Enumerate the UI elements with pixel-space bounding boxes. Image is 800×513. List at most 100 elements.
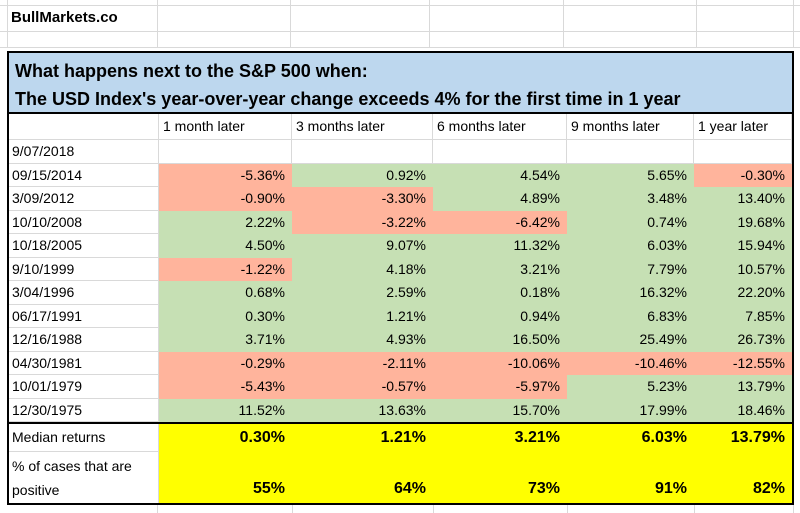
row-date: 3/04/1996 <box>9 281 159 305</box>
return-cell: 1.21% <box>292 304 433 328</box>
return-cell: 13.40% <box>694 187 792 211</box>
return-cell: 16.50% <box>433 328 567 352</box>
return-cell: 3.21% <box>433 257 567 281</box>
percent-positive-value: 55% <box>159 452 292 503</box>
table-row: 3/04/1996 0.68% 2.59% 0.18% 16.32% 22.20% <box>9 281 792 305</box>
percent-positive-row: % of cases that are positive 55% 64% 73%… <box>9 452 792 503</box>
return-cell: 7.79% <box>567 257 694 281</box>
spreadsheet-gridline <box>0 5 800 6</box>
return-cell: 4.54% <box>433 163 567 187</box>
return-cell: 5.23% <box>567 375 694 399</box>
row-date: 04/30/1981 <box>9 351 159 375</box>
return-cell <box>694 140 792 164</box>
return-cell: 26.73% <box>694 328 792 352</box>
spreadsheet-gridline <box>694 505 695 513</box>
return-cell: 0.94% <box>433 304 567 328</box>
return-cell: 0.74% <box>567 210 694 234</box>
column-header-1-month: 1 month later <box>159 114 292 140</box>
return-cell: -5.43% <box>159 375 292 399</box>
table-row: 10/01/1979 -5.43% -0.57% -5.97% 5.23% 13.79% <box>9 375 792 399</box>
percent-positive-value: 64% <box>292 452 433 503</box>
return-cell: -0.90% <box>159 187 292 211</box>
return-cell: 7.85% <box>694 304 792 328</box>
row-date: 9/07/2018 <box>9 140 159 164</box>
median-value: 1.21% <box>292 424 433 452</box>
spreadsheet-gridline <box>290 0 291 47</box>
return-cell: 9.07% <box>292 234 433 258</box>
return-cell: -5.36% <box>159 163 292 187</box>
row-date: 09/15/2014 <box>9 163 159 187</box>
return-cell: 4.89% <box>433 187 567 211</box>
return-cell: 0.68% <box>159 281 292 305</box>
return-cell: 18.46% <box>694 398 792 422</box>
return-cell: 19.68% <box>694 210 792 234</box>
return-cell: -12.55% <box>694 351 792 375</box>
return-cell: 15.70% <box>433 398 567 422</box>
return-cell: 2.22% <box>159 210 292 234</box>
median-value: 13.79% <box>694 424 792 452</box>
return-cell: 0.30% <box>159 304 292 328</box>
median-value: 0.30% <box>159 424 292 452</box>
return-cell: -5.97% <box>433 375 567 399</box>
return-cell <box>292 140 433 164</box>
return-cell: -10.06% <box>433 351 567 375</box>
spreadsheet-gridline <box>429 0 430 47</box>
return-cell <box>567 140 694 164</box>
column-header-9-months: 9 months later <box>567 114 694 140</box>
spreadsheet-gridline <box>0 31 800 32</box>
spreadsheet-gridline <box>433 505 434 513</box>
spreadsheet-gridline <box>157 505 158 513</box>
return-cell <box>159 140 292 164</box>
return-cell: 2.59% <box>292 281 433 305</box>
return-cell: -0.57% <box>292 375 433 399</box>
table-row: 12/30/1975 11.52% 13.63% 15.70% 17.99% 18.46% <box>9 398 792 422</box>
column-header-3-months: 3 months later <box>292 114 433 140</box>
return-cell: 13.79% <box>694 375 792 399</box>
return-cell: 11.52% <box>159 398 292 422</box>
spreadsheet-gridline <box>563 0 564 47</box>
return-cell: -3.30% <box>292 187 433 211</box>
column-header-row: 1 month later 3 months later 6 months la… <box>9 114 792 140</box>
spreadsheet-gridline <box>793 505 794 513</box>
return-cell: -0.29% <box>159 351 292 375</box>
spreadsheet-gridline <box>7 0 8 47</box>
return-cell: 22.20% <box>694 281 792 305</box>
table-row: 04/30/1981 -0.29% -2.11% -10.06% -10.46% -12.… <box>9 351 792 375</box>
return-cell: -10.46% <box>567 351 694 375</box>
return-cell: 4.18% <box>292 257 433 281</box>
return-cell: -3.22% <box>292 210 433 234</box>
table-row: 9/10/1999 -1.22% 4.18% 3.21% 7.79% 10.57% <box>9 257 792 281</box>
median-value: 6.03% <box>567 424 694 452</box>
row-date: 12/16/1988 <box>9 328 159 352</box>
spreadsheet-gridline <box>157 0 158 47</box>
return-cell: 0.92% <box>292 163 433 187</box>
return-cell: 16.32% <box>567 281 694 305</box>
percent-positive-label: % of cases that are positive <box>9 452 159 503</box>
table-row: 10/10/2008 2.22% -3.22% -6.42% 0.74% 19.68% <box>9 210 792 234</box>
return-cell: -0.30% <box>694 163 792 187</box>
row-date: 06/17/1991 <box>9 304 159 328</box>
percent-positive-value: 91% <box>567 452 694 503</box>
brand-text: BullMarkets.co <box>11 9 118 26</box>
row-date: 9/10/1999 <box>9 257 159 281</box>
return-cell <box>433 140 567 164</box>
table-body: 9/07/2018 09/15/2014 -5.36% 0.92% 4.54% 5.65%… <box>9 140 792 422</box>
table-row: 9/07/2018 <box>9 140 792 164</box>
return-cell: 3.71% <box>159 328 292 352</box>
return-cell: 11.32% <box>433 234 567 258</box>
return-cell: 25.49% <box>567 328 694 352</box>
return-cell: 4.50% <box>159 234 292 258</box>
title-line-2: The USD Index's year-over-year change ex… <box>15 89 681 109</box>
return-cell: 15.94% <box>694 234 792 258</box>
results-table: What happens next to the S&P 500 when: T… <box>7 51 794 505</box>
return-cell: 5.65% <box>567 163 694 187</box>
spreadsheet-gridline <box>793 0 794 47</box>
spreadsheet-gridline <box>292 505 293 513</box>
return-cell: -2.11% <box>292 351 433 375</box>
row-date: 3/09/2012 <box>9 187 159 211</box>
spreadsheet-gridline <box>696 0 697 47</box>
row-date: 10/18/2005 <box>9 234 159 258</box>
row-date: 12/30/1975 <box>9 398 159 422</box>
percent-positive-value: 73% <box>433 452 567 503</box>
spreadsheet-gridline <box>0 47 800 48</box>
